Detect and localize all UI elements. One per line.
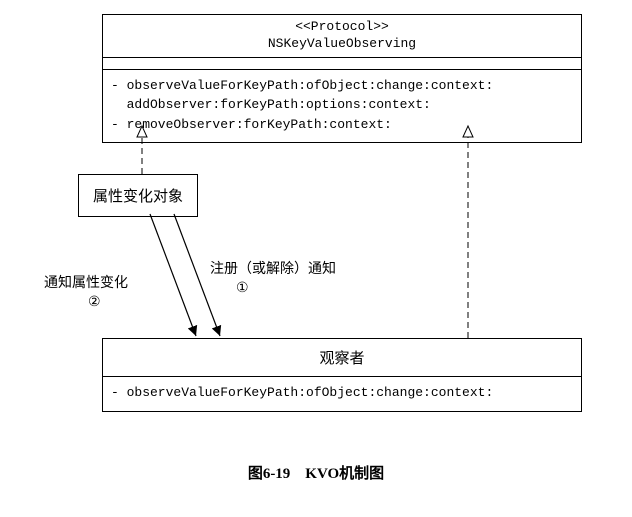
diagram-container: <<Protocol>> NSKeyValueObserving - obser… [0, 0, 632, 517]
assoc-arrow-1 [150, 214, 196, 336]
protocol-methods: - observeValueForKeyPath:ofObject:change… [103, 70, 581, 143]
notify-text: 通知属性变化 [44, 276, 128, 291]
notify-num: ② [88, 294, 101, 311]
notify-label: 通知属性变化 [44, 272, 128, 292]
protocol-title-section: <<Protocol>> NSKeyValueObserving [103, 15, 581, 58]
observer-title: 观察者 [103, 339, 581, 377]
figure-caption: 图6-19 KVO机制图 [0, 462, 632, 483]
protocol-class-box: <<Protocol>> NSKeyValueObserving - obser… [102, 14, 582, 143]
observer-class-box: 观察者 - observeValueForKeyPath:ofObject:ch… [102, 338, 582, 412]
protocol-attrs-section [103, 58, 581, 70]
subject-label: 属性变化对象 [93, 189, 183, 205]
protocol-name: NSKeyValueObserving [109, 36, 575, 53]
register-num: ① [236, 280, 249, 297]
register-label: 注册（或解除）通知 [210, 258, 336, 278]
register-text: 注册（或解除）通知 [210, 262, 336, 277]
subject-box: 属性变化对象 [78, 174, 198, 217]
protocol-stereotype: <<Protocol>> [109, 19, 575, 36]
observer-methods: - observeValueForKeyPath:ofObject:change… [103, 377, 581, 411]
